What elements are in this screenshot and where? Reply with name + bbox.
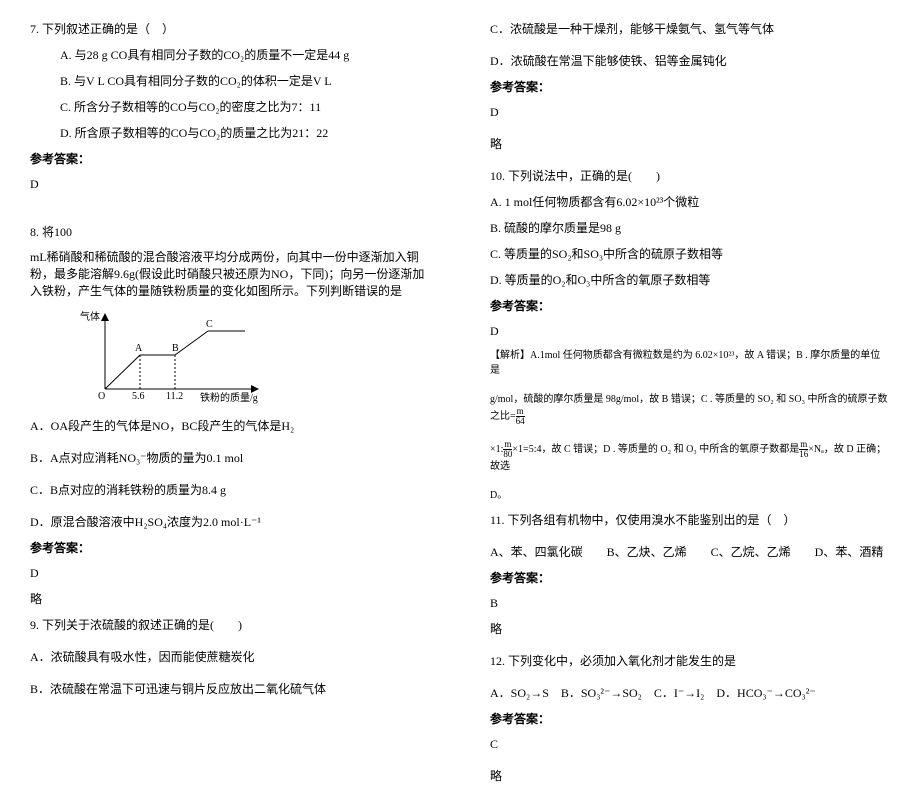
- q11-stem: 11. 下列各组有机物中，仅使用溴水不能鉴别出的是（ ）: [490, 511, 890, 529]
- q8-stem1: 8. 将100: [30, 223, 430, 241]
- q8-d: D．原混合酸溶液中H₂SO₄浓度为2.0 mol·L⁻¹: [30, 513, 430, 531]
- left-column: 7. 下列叙述正确的是（ ） A. 与28 g CO具有相同分子数的CO₂的质量…: [0, 0, 460, 651]
- q7-d: D. 所含原子数相等的CO与CO₂的质量之比为21：22: [30, 124, 430, 142]
- q9-stem: 9. 下列关于浓硫酸的叙述正确的是( ): [30, 616, 430, 634]
- q10-exp3a: ×1:: [490, 444, 503, 455]
- q10-a: A. 1 mol任何物质都含有6.02×10²³个微粒: [490, 193, 890, 211]
- q10-b: B. 硫酸的摩尔质量是98 g: [490, 219, 890, 237]
- q9-note: 略: [490, 135, 890, 153]
- q9-c: C．浓硫酸是一种干燥剂，能够干燥氨气、氢气等气体: [490, 20, 890, 38]
- chart-xtick1: 5.6: [132, 391, 145, 402]
- q8-note: 略: [30, 590, 430, 608]
- q10-stem: 10. 下列说法中，正确的是( ): [490, 167, 890, 185]
- q7-a: A. 与28 g CO具有相同分子数的CO₂的质量不一定是44 g: [30, 46, 430, 64]
- q10-c: C. 等质量的SO₂和SO₃中所含的硫原子数相等: [490, 245, 890, 263]
- q8-answer-label: 参考答案：: [30, 539, 430, 556]
- q9-b: B．浓硫酸在常温下可迅速与铜片反应放出二氧化硫气体: [30, 680, 430, 698]
- q9-a: A．浓硫酸具有吸水性，因而能使蔗糖炭化: [30, 648, 430, 666]
- q9-answer-label: 参考答案：: [490, 78, 890, 95]
- q11-note: 略: [490, 620, 890, 638]
- q11-answer-label: 参考答案：: [490, 569, 890, 586]
- chart-origin: O: [98, 391, 105, 402]
- q7-answer: D: [30, 175, 430, 193]
- q10-exp3c: ×1=5:4，故 C 错误；D . 等质量的 O₂ 和 O₃ 中所含的氧原子数都…: [512, 444, 799, 455]
- q7-answer-label: 参考答案：: [30, 150, 430, 167]
- q12-answer: C: [490, 735, 890, 753]
- q12-answer-label: 参考答案：: [490, 710, 890, 727]
- q8-stem2: mL稀硝酸和稀硫酸的混合酸溶液平均分成两份，向其中一份中逐渐加入铜粉，最多能溶解…: [30, 249, 430, 299]
- q10-exp3: ×1:m80×1=5:4，故 C 错误；D . 等质量的 O₂ 和 O₃ 中所含…: [490, 440, 890, 474]
- q8-b: B．A点对应消耗NO₃⁻物质的量为0.1 mol: [30, 449, 430, 467]
- q9-d: D．浓硫酸在常温下能够使铁、铝等金属钝化: [490, 52, 890, 70]
- q12-stem: 12. 下列变化中，必须加入氧化剂才能发生的是: [490, 652, 890, 670]
- chart-xtick2: 11.2: [166, 391, 183, 402]
- q10-exp2: g/mol，硫酸的摩尔质量是 98g/mol，故 B 错误；C . 等质量的 S…: [490, 392, 890, 426]
- q10-answer: D: [490, 322, 890, 340]
- q10-exp4: D。: [490, 488, 890, 503]
- q7-b: B. 与V L CO具有相同分子数的CO₂的体积一定是V L: [30, 72, 430, 90]
- q12-note: 略: [490, 767, 890, 785]
- right-column: C．浓硫酸是一种干燥剂，能够干燥氨气、氢气等气体 D．浓硫酸在常温下能够使铁、铝…: [460, 0, 920, 651]
- chart-svg: 气体 O 5.6 11.2 铁粉的质量/g A B C: [80, 307, 270, 407]
- q10-exp1: 【解析】A.1mol 任何物质都含有微粒数是约为 6.02×10²³，故 A 错…: [490, 348, 890, 378]
- q10-exp2a: g/mol，硫酸的摩尔质量是 98g/mol，故 B 错误；C . 等质量的 S…: [490, 394, 888, 422]
- chart-y-label: 气体: [80, 310, 100, 323]
- chart-point-b: B: [172, 343, 179, 354]
- q8-a: A．OA段产生的气体是NO，BC段产生的气体是H₂: [30, 417, 430, 435]
- q11-opts: A、苯、四氯化碳 B、乙炔、乙烯 C、乙烷、乙烯 D、苯、酒精: [490, 543, 890, 561]
- q10-d: D. 等质量的O₂和O₃中所含的氧原子数相等: [490, 271, 890, 289]
- q9-answer: D: [490, 103, 890, 121]
- q10-answer-label: 参考答案：: [490, 297, 890, 314]
- chart-point-c: C: [206, 319, 213, 330]
- q11-answer: B: [490, 594, 890, 612]
- q12-opts: A．SO₂→S B．SO₃²⁻→SO₂ C．I⁻→I₂ D．HCO₃⁻→CO₃²…: [490, 684, 890, 702]
- q8-answer: D: [30, 564, 430, 582]
- chart-point-a: A: [135, 343, 143, 354]
- chart-x-label: 铁粉的质量/g: [200, 391, 258, 404]
- q8-c: C．B点对应的消耗铁粉的质量为8.4 g: [30, 481, 430, 499]
- q7-stem: 7. 下列叙述正确的是（ ）: [30, 20, 430, 38]
- q7-c: C. 所含分子数相等的CO与CO₂的密度之比为7：11: [30, 98, 430, 116]
- q8-chart: 气体 O 5.6 11.2 铁粉的质量/g A B C: [80, 307, 430, 411]
